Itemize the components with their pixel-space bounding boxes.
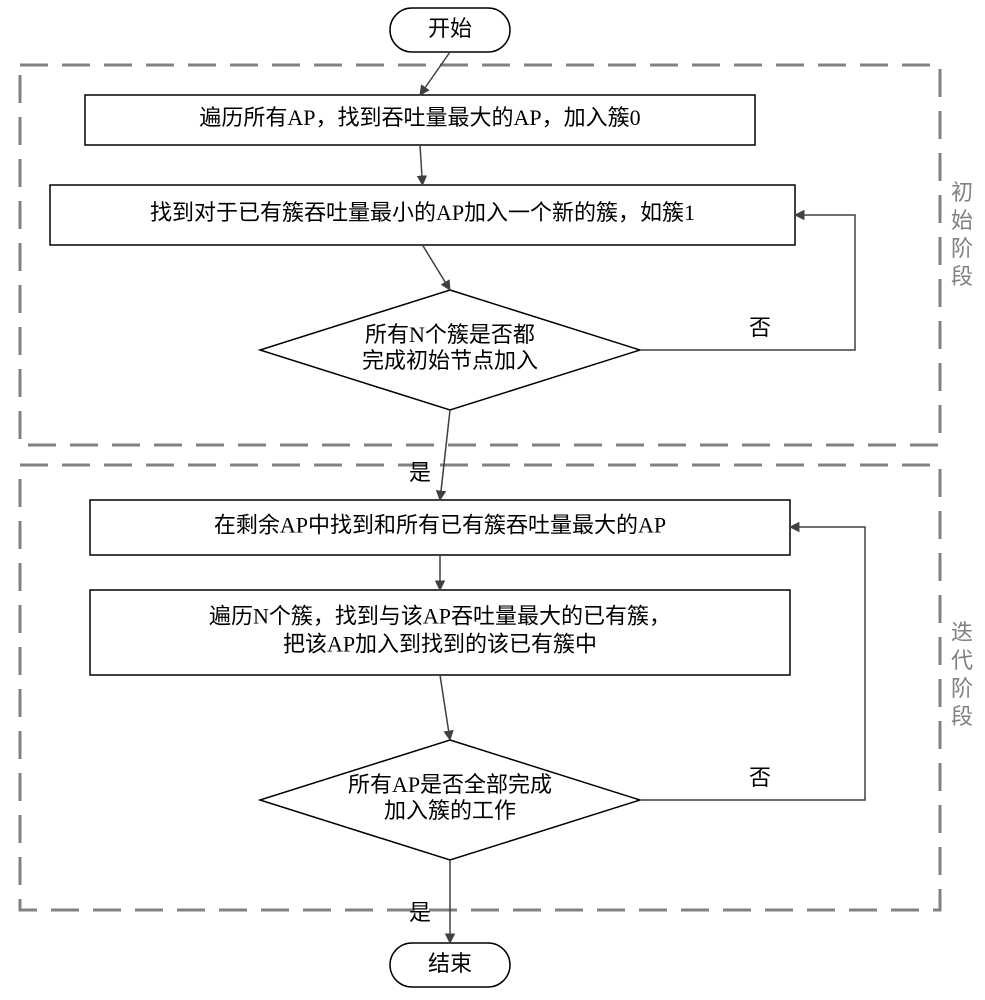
edge-label: 是 (409, 460, 431, 485)
flow-arrow (440, 410, 450, 500)
decision-text: 所有AP是否全部完成 (348, 772, 552, 797)
edge-label: 否 (749, 315, 771, 340)
end-label: 结束 (428, 951, 472, 976)
decision-text: 加入簇的工作 (384, 798, 516, 823)
process-text: 在剩余AP中找到和所有已有簇吞吐量最大的AP (214, 513, 666, 538)
decision-text: 所有N个簇是否都 (365, 322, 535, 347)
process-text: 把该AP加入到找到的该已有簇中 (283, 632, 597, 657)
process-text: 找到对于已有簇吞吐量最小的AP加入一个新的簇，如簇1 (150, 200, 695, 225)
flowchart-svg: 初始阶段迭代阶段 开始结束 遍历所有AP，找到吞吐量最大的AP，加入簇0 找到对于已有… (0, 0, 985, 1000)
start-label: 开始 (428, 16, 472, 41)
decision-text: 完成初始节点加入 (362, 348, 538, 373)
phase-label: 初始阶段 (951, 180, 973, 289)
edge-label: 是 (409, 900, 431, 925)
process-text: 遍历所有AP，找到吞吐量最大的AP，加入簇0 (199, 105, 640, 130)
edge-label: 否 (749, 765, 771, 790)
phase-label: 迭代阶段 (951, 620, 973, 729)
flow-arrow (423, 245, 451, 290)
flow-arrow (420, 145, 423, 185)
flow-arrow (440, 675, 450, 740)
process-text: 遍历N个簇，找到与该AP吞吐量最大的已有簇， (209, 604, 671, 629)
flow-arrow (420, 52, 450, 95)
